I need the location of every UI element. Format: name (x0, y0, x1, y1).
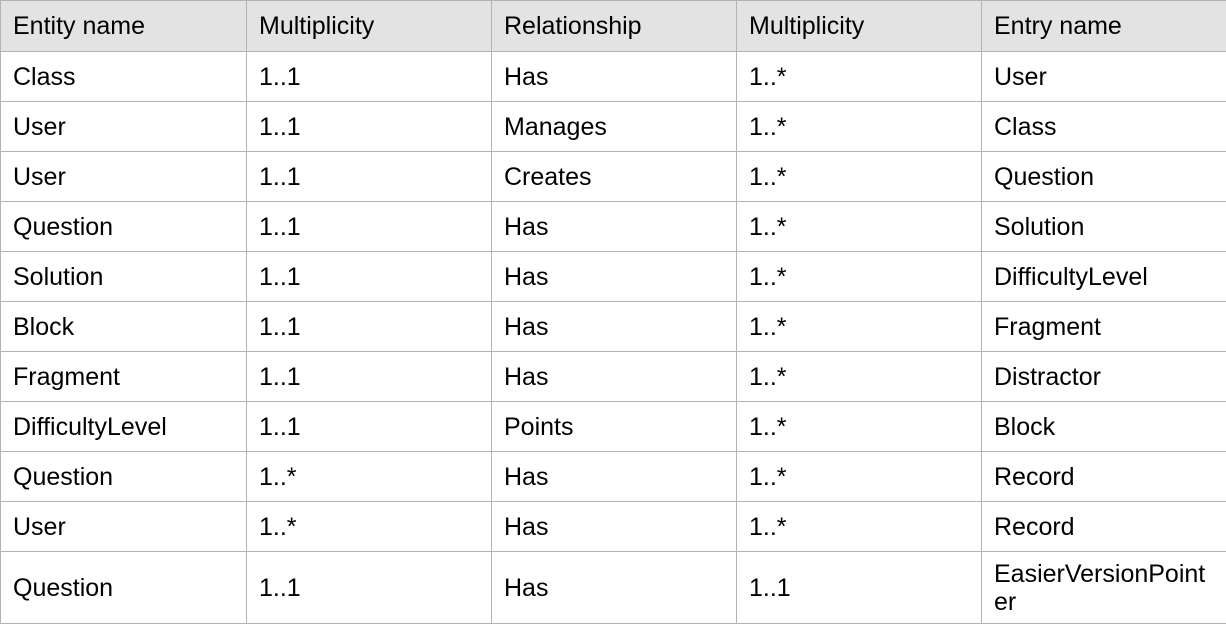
header-multiplicity-left: Multiplicity (246, 0, 492, 52)
cell-multiplicity-left: 1..1 (246, 401, 492, 452)
cell-entry-name: DifficultyLevel (981, 251, 1226, 302)
cell-entity-name: Class (0, 51, 247, 102)
cell-entry-name: Fragment (981, 301, 1226, 352)
cell-entity-name: User (0, 501, 247, 552)
cell-entry-name: Record (981, 501, 1226, 552)
table-row: Class 1..1 Has 1..* User (0, 51, 1226, 102)
cell-entity-name: Question (0, 451, 247, 502)
table-row: User 1..* Has 1..* Record (0, 501, 1226, 552)
cell-multiplicity-left: 1..1 (246, 301, 492, 352)
cell-relationship: Has (491, 551, 737, 624)
cell-multiplicity-right: 1..* (736, 51, 982, 102)
table-row: Block 1..1 Has 1..* Fragment (0, 301, 1226, 352)
cell-entity-name: Block (0, 301, 247, 352)
table-row: Fragment 1..1 Has 1..* Distractor (0, 351, 1226, 402)
cell-multiplicity-right: 1..* (736, 151, 982, 202)
cell-relationship: Has (491, 301, 737, 352)
cell-multiplicity-left: 1..1 (246, 351, 492, 402)
header-entry-name: Entry name (981, 0, 1226, 52)
cell-entity-name: User (0, 101, 247, 152)
cell-entry-name: User (981, 51, 1226, 102)
cell-multiplicity-left: 1..1 (246, 551, 492, 624)
cell-entry-name: Distractor (981, 351, 1226, 402)
cell-entry-name: Class (981, 101, 1226, 152)
cell-entry-name: Block (981, 401, 1226, 452)
cell-relationship: Has (491, 51, 737, 102)
table-row: User 1..1 Creates 1..* Question (0, 151, 1226, 202)
table-row: DifficultyLevel 1..1 Points 1..* Block (0, 401, 1226, 452)
cell-entry-name: Solution (981, 201, 1226, 252)
cell-relationship: Points (491, 401, 737, 452)
cell-multiplicity-left: 1..1 (246, 51, 492, 102)
cell-relationship: Has (491, 501, 737, 552)
cell-multiplicity-right: 1..* (736, 501, 982, 552)
table-row: Solution 1..1 Has 1..* DifficultyLevel (0, 251, 1226, 302)
cell-entity-name: Solution (0, 251, 247, 302)
header-relationship: Relationship (491, 0, 737, 52)
cell-relationship: Has (491, 451, 737, 502)
cell-entity-name: DifficultyLevel (0, 401, 247, 452)
table-row: Question 1..1 Has 1..1 EasierVersionPoin… (0, 551, 1226, 624)
cell-entity-name: Question (0, 551, 247, 624)
cell-multiplicity-right: 1..* (736, 101, 982, 152)
cell-relationship: Manages (491, 101, 737, 152)
cell-entity-name: Question (0, 201, 247, 252)
header-multiplicity-right: Multiplicity (736, 0, 982, 52)
cell-multiplicity-right: 1..1 (736, 551, 982, 624)
cell-entity-name: Fragment (0, 351, 247, 402)
cell-entry-name: EasierVersionPointer (981, 551, 1226, 624)
cell-multiplicity-right: 1..* (736, 351, 982, 402)
cell-multiplicity-left: 1..* (246, 451, 492, 502)
cell-multiplicity-right: 1..* (736, 301, 982, 352)
cell-multiplicity-left: 1..1 (246, 201, 492, 252)
cell-relationship: Has (491, 201, 737, 252)
cell-multiplicity-left: 1..1 (246, 101, 492, 152)
cell-entry-name: Record (981, 451, 1226, 502)
cell-relationship: Has (491, 351, 737, 402)
table-row: Question 1..* Has 1..* Record (0, 451, 1226, 502)
table-header-row: Entity name Multiplicity Relationship Mu… (0, 0, 1226, 52)
cell-multiplicity-left: 1..* (246, 501, 492, 552)
cell-multiplicity-left: 1..1 (246, 251, 492, 302)
cell-multiplicity-right: 1..* (736, 201, 982, 252)
cell-multiplicity-left: 1..1 (246, 151, 492, 202)
cell-relationship: Has (491, 251, 737, 302)
table-row: User 1..1 Manages 1..* Class (0, 101, 1226, 152)
cell-multiplicity-right: 1..* (736, 251, 982, 302)
cell-entity-name: User (0, 151, 247, 202)
table-row: Question 1..1 Has 1..* Solution (0, 201, 1226, 252)
cell-multiplicity-right: 1..* (736, 451, 982, 502)
cell-multiplicity-right: 1..* (736, 401, 982, 452)
cell-relationship: Creates (491, 151, 737, 202)
header-entity-name: Entity name (0, 0, 247, 52)
cell-entry-name: Question (981, 151, 1226, 202)
